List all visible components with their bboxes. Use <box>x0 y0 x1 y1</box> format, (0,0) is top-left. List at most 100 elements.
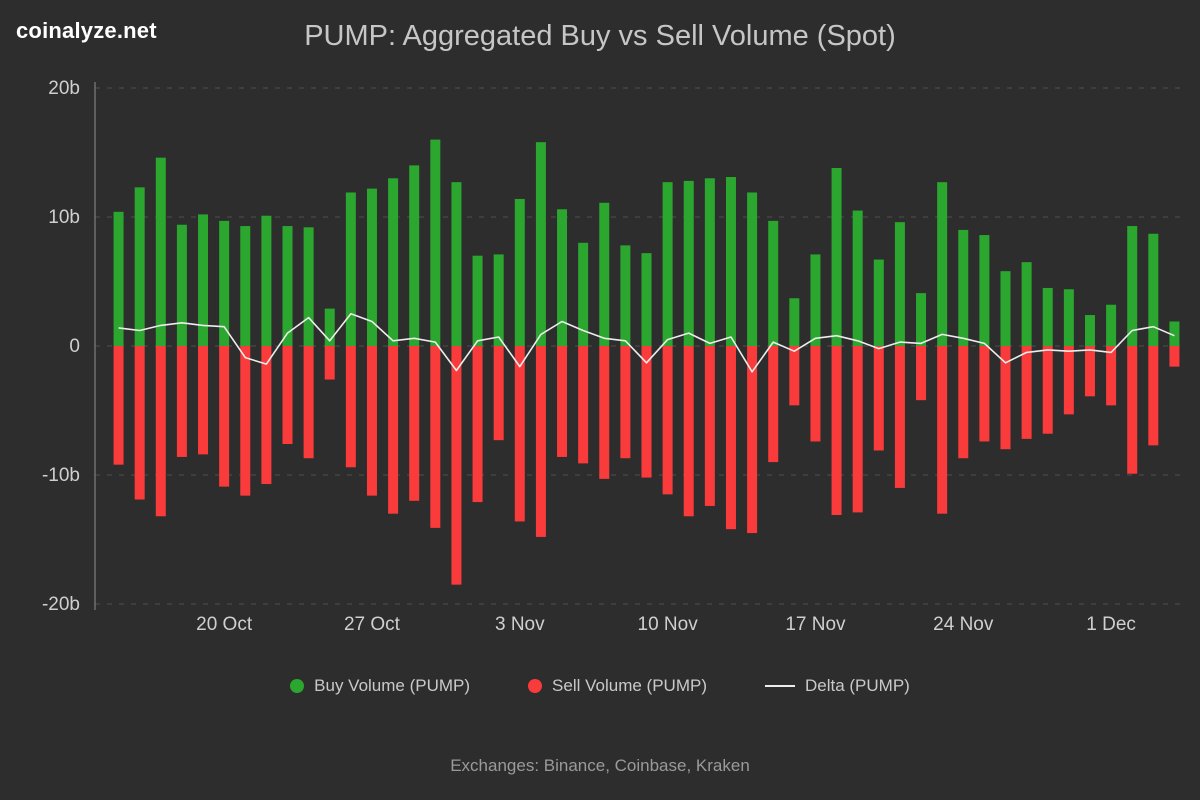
sell-volume-bar[interactable] <box>1021 346 1032 439</box>
buy-volume-bar[interactable] <box>683 180 694 346</box>
sell-volume-bar[interactable] <box>261 346 272 485</box>
sell-volume-bar[interactable] <box>324 346 335 380</box>
sell-volume-bar[interactable] <box>641 346 652 478</box>
sell-volume-bar[interactable] <box>409 346 420 501</box>
sell-volume-bar[interactable] <box>704 346 715 506</box>
buy-volume-bar[interactable] <box>240 226 251 346</box>
sell-volume-bar[interactable] <box>1127 346 1138 474</box>
buy-volume-bar[interactable] <box>1021 262 1032 346</box>
buy-volume-bar[interactable] <box>873 259 884 346</box>
legend-item-sell-volume[interactable]: Sell Volume (PUMP) <box>528 676 707 696</box>
buy-volume-bar[interactable] <box>1106 304 1117 346</box>
buy-volume-bar[interactable] <box>557 209 568 346</box>
buy-volume-bar[interactable] <box>704 178 715 346</box>
buy-volume-bar[interactable] <box>1148 233 1159 346</box>
sell-volume-bar[interactable] <box>599 346 610 479</box>
sell-volume-bar[interactable] <box>535 346 546 537</box>
legend-item-buy-volume[interactable]: Buy Volume (PUMP) <box>290 676 470 696</box>
sell-volume-bar[interactable] <box>451 346 462 585</box>
sell-volume-bar[interactable] <box>472 346 483 503</box>
sell-volume-bar[interactable] <box>366 346 377 496</box>
sell-volume-bar[interactable] <box>894 346 905 488</box>
buy-volume-bar[interactable] <box>409 165 420 346</box>
sell-volume-bar[interactable] <box>134 346 145 500</box>
sell-volume-bar[interactable] <box>747 346 758 534</box>
sell-volume-bar[interactable] <box>620 346 631 459</box>
sell-volume-bar[interactable] <box>789 346 800 406</box>
sell-volume-bar[interactable] <box>958 346 969 459</box>
buy-volume-bar[interactable] <box>958 229 969 346</box>
sell-volume-bar[interactable] <box>1169 346 1180 367</box>
sell-volume-bar[interactable] <box>1042 346 1053 434</box>
buy-volume-bar[interactable] <box>134 187 145 346</box>
buy-volume-bar[interactable] <box>599 202 610 346</box>
buy-volume-bar[interactable] <box>747 192 758 346</box>
sell-volume-bar[interactable] <box>388 346 399 514</box>
buy-volume-bar[interactable] <box>768 220 779 346</box>
sell-volume-bar[interactable] <box>155 346 166 517</box>
sell-volume-bar[interactable] <box>916 346 927 401</box>
sell-volume-bar[interactable] <box>430 346 441 528</box>
sell-volume-bar[interactable] <box>493 346 504 441</box>
buy-volume-bar[interactable] <box>113 211 124 346</box>
sell-volume-bar[interactable] <box>113 346 124 465</box>
sell-volume-bar[interactable] <box>303 346 314 459</box>
buy-volume-bar[interactable] <box>493 254 504 346</box>
buy-volume-bar[interactable] <box>388 178 399 346</box>
buy-volume-bar[interactable] <box>578 242 589 346</box>
buy-volume-bar[interactable] <box>198 214 209 346</box>
sell-volume-bar[interactable] <box>810 346 821 442</box>
buy-volume-bar[interactable] <box>155 157 166 346</box>
buy-volume-bar[interactable] <box>831 167 842 346</box>
buy-volume-bar[interactable] <box>916 293 927 346</box>
sell-volume-bar[interactable] <box>345 346 356 468</box>
sell-volume-bar[interactable] <box>768 346 779 463</box>
buy-volume-bar[interactable] <box>789 298 800 346</box>
buy-volume-bar[interactable] <box>324 308 335 346</box>
buy-volume-bar[interactable] <box>1127 226 1138 346</box>
sell-volume-bar[interactable] <box>176 346 187 457</box>
sell-volume-bar[interactable] <box>1148 346 1159 446</box>
sell-volume-bar[interactable] <box>578 346 589 464</box>
buy-volume-bar[interactable] <box>620 245 631 346</box>
buy-volume-bar[interactable] <box>662 182 673 346</box>
buy-volume-bar[interactable] <box>852 210 863 346</box>
sell-volume-bar[interactable] <box>683 346 694 517</box>
sell-volume-bar[interactable] <box>514 346 525 522</box>
sell-volume-bar[interactable] <box>873 346 884 451</box>
buy-volume-bar[interactable] <box>1042 287 1053 346</box>
legend-item-delta[interactable]: Delta (PUMP) <box>764 676 910 696</box>
sell-volume-bar[interactable] <box>852 346 863 513</box>
sell-volume-bar[interactable] <box>219 346 230 487</box>
buy-volume-bar[interactable] <box>535 142 546 346</box>
buy-volume-bar[interactable] <box>345 192 356 346</box>
buy-sell-volume-chart[interactable]: 20b 10b 0 -10b -20b 20 Oct 27 Oct 3 Nov 10 Nov 17… <box>0 72 1200 644</box>
buy-volume-bar[interactable] <box>1063 289 1074 346</box>
buy-volume-bar[interactable] <box>472 255 483 346</box>
buy-volume-bar[interactable] <box>979 235 990 346</box>
sell-volume-bar[interactable] <box>240 346 251 496</box>
sell-volume-bar[interactable] <box>1106 346 1117 406</box>
buy-volume-bar[interactable] <box>430 139 441 346</box>
sell-volume-bar[interactable] <box>1063 346 1074 415</box>
sell-volume-bar[interactable] <box>725 346 736 530</box>
buy-volume-bar[interactable] <box>451 182 462 346</box>
buy-volume-bar[interactable] <box>261 215 272 346</box>
buy-volume-bar[interactable] <box>1000 271 1011 346</box>
buy-volume-bar[interactable] <box>366 188 377 346</box>
buy-volume-bar[interactable] <box>303 227 314 346</box>
sell-volume-bar[interactable] <box>557 346 568 457</box>
delta-line[interactable] <box>118 313 1175 373</box>
buy-volume-bar[interactable] <box>725 177 736 346</box>
sell-volume-bar[interactable] <box>831 346 842 515</box>
buy-volume-bar[interactable] <box>641 253 652 346</box>
buy-volume-bar[interactable] <box>1169 321 1180 346</box>
buy-volume-bar[interactable] <box>219 220 230 346</box>
sell-volume-bar[interactable] <box>979 346 990 442</box>
buy-volume-bar[interactable] <box>1084 315 1095 346</box>
buy-volume-bar[interactable] <box>937 182 948 346</box>
sell-volume-bar[interactable] <box>282 346 293 445</box>
sell-volume-bar[interactable] <box>1084 346 1095 397</box>
buy-volume-bar[interactable] <box>176 224 187 346</box>
sell-volume-bar[interactable] <box>937 346 948 514</box>
